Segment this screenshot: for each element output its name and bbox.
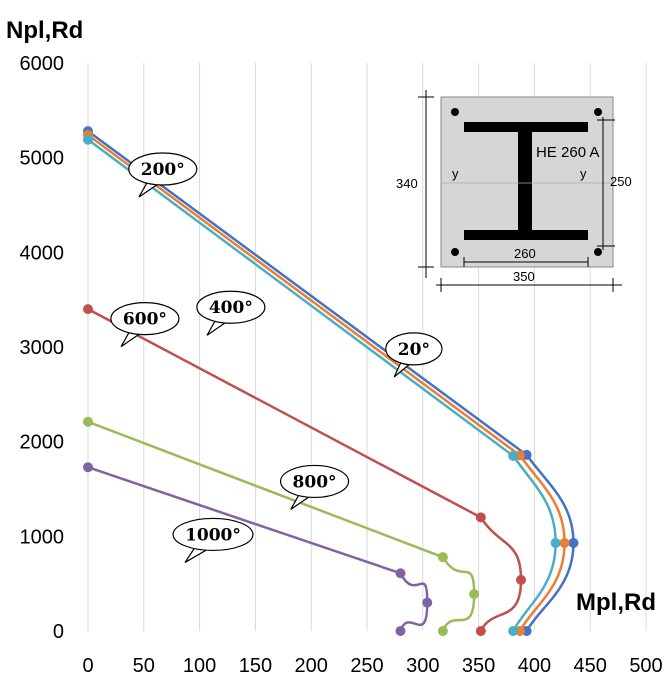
dim-flange-width: 260 bbox=[514, 246, 536, 261]
x-tick-label: 100 bbox=[183, 655, 216, 677]
data-point bbox=[551, 538, 561, 548]
annotation-label: 200° bbox=[141, 160, 185, 180]
data-point bbox=[395, 568, 405, 578]
annotation-label: 800° bbox=[293, 472, 337, 492]
data-point bbox=[469, 589, 479, 599]
data-point bbox=[438, 626, 448, 636]
x-tick-label: 400 bbox=[518, 655, 551, 677]
data-point bbox=[438, 552, 448, 562]
x-axis-title: Mpl,Rd bbox=[576, 589, 656, 616]
x-tick-label: 50 bbox=[133, 655, 155, 677]
annotation-bubbles: 20° 200° 400° 600° 800° 1000° bbox=[111, 153, 442, 562]
rebar-dot bbox=[451, 108, 459, 116]
series-4 bbox=[83, 417, 479, 636]
y-tick-label: 2000 bbox=[20, 432, 65, 454]
x-tick-label: 450 bbox=[574, 655, 607, 677]
bottom-flange bbox=[464, 230, 588, 240]
data-point bbox=[395, 626, 405, 636]
series-line bbox=[88, 467, 427, 631]
data-point bbox=[83, 135, 93, 145]
data-point bbox=[476, 512, 486, 522]
data-point bbox=[516, 575, 526, 585]
annotation-label: 20° bbox=[398, 340, 430, 360]
data-point bbox=[83, 417, 93, 427]
x-tick-label: 200 bbox=[295, 655, 328, 677]
annotation-label: 1000° bbox=[185, 525, 241, 545]
y-tick-label: 5000 bbox=[20, 148, 65, 170]
annotation-bubble: 800° bbox=[281, 465, 349, 509]
rebar-dot bbox=[451, 248, 459, 256]
series-line bbox=[88, 422, 474, 631]
annotation-label: 600° bbox=[123, 310, 167, 330]
web bbox=[518, 132, 532, 230]
inset-y-right: y bbox=[580, 166, 587, 181]
data-point bbox=[568, 538, 578, 548]
annotation-bubble: 400° bbox=[197, 291, 265, 335]
cross-section-inset: y y HE 260 A 340 250 260 350 bbox=[396, 90, 632, 292]
data-point bbox=[83, 304, 93, 314]
y-tick-label: 1000 bbox=[20, 526, 65, 548]
y-tick-label: 3000 bbox=[20, 337, 65, 359]
annotation-bubble: 1000° bbox=[173, 518, 253, 562]
dim-total-width: 350 bbox=[513, 269, 535, 284]
top-flange bbox=[464, 122, 588, 132]
series-5 bbox=[83, 462, 432, 636]
y-tick-label: 0 bbox=[53, 621, 64, 643]
dim-total-height: 340 bbox=[396, 176, 418, 191]
data-point bbox=[508, 451, 518, 461]
x-tick-label: 350 bbox=[462, 655, 495, 677]
x-tick-label: 250 bbox=[350, 655, 383, 677]
rebar-dot bbox=[594, 248, 602, 256]
section-label: HE 260 A bbox=[536, 144, 599, 161]
annotation-label: 400° bbox=[209, 298, 253, 318]
data-point bbox=[83, 462, 93, 472]
data-point bbox=[560, 538, 570, 548]
y-axis-title: Npl,Rd bbox=[6, 17, 83, 44]
x-tick-label: 300 bbox=[406, 655, 439, 677]
x-tick-label: 500 bbox=[629, 655, 662, 677]
data-point bbox=[422, 598, 432, 608]
rebar-dot bbox=[594, 108, 602, 116]
data-point bbox=[476, 626, 486, 636]
x-tick-label: 0 bbox=[82, 655, 93, 677]
dim-rebar-height: 250 bbox=[610, 174, 632, 189]
inset-y-left: y bbox=[452, 166, 459, 181]
y-tick-label: 4000 bbox=[20, 242, 65, 264]
data-point bbox=[508, 626, 518, 636]
y-tick-label: 6000 bbox=[20, 53, 65, 75]
x-tick-label: 150 bbox=[239, 655, 272, 677]
